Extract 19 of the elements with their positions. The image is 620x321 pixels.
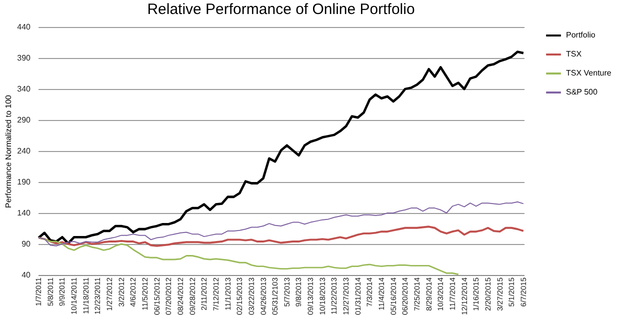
y-tick-label: 240 bbox=[17, 146, 32, 156]
line-series bbox=[38, 226, 524, 247]
line-series bbox=[37, 50, 525, 245]
legend-label: Portfolio bbox=[566, 30, 596, 40]
legend-label: TSX bbox=[566, 50, 582, 58]
line-series bbox=[38, 201, 524, 246]
chart-title: Relative Performance of Online Portfolio bbox=[147, 1, 415, 18]
legend-label: TSX Venture bbox=[566, 68, 612, 78]
y-tick-label: 140 bbox=[17, 208, 32, 218]
y-tick-label: 190 bbox=[17, 178, 32, 186]
line-series bbox=[38, 237, 460, 276]
legend-label: S&P 500 bbox=[566, 88, 598, 96]
y-tick-label: 40 bbox=[22, 270, 32, 280]
y-tick-label: 390 bbox=[17, 54, 32, 62]
y-tick-label: 290 bbox=[17, 116, 32, 124]
y-tick-label: 90 bbox=[22, 240, 32, 248]
y-axis-title: Performance Normalized to 100 bbox=[4, 94, 14, 208]
y-tick-label: 340 bbox=[17, 84, 32, 94]
y-tick-label: 440 bbox=[17, 22, 32, 32]
